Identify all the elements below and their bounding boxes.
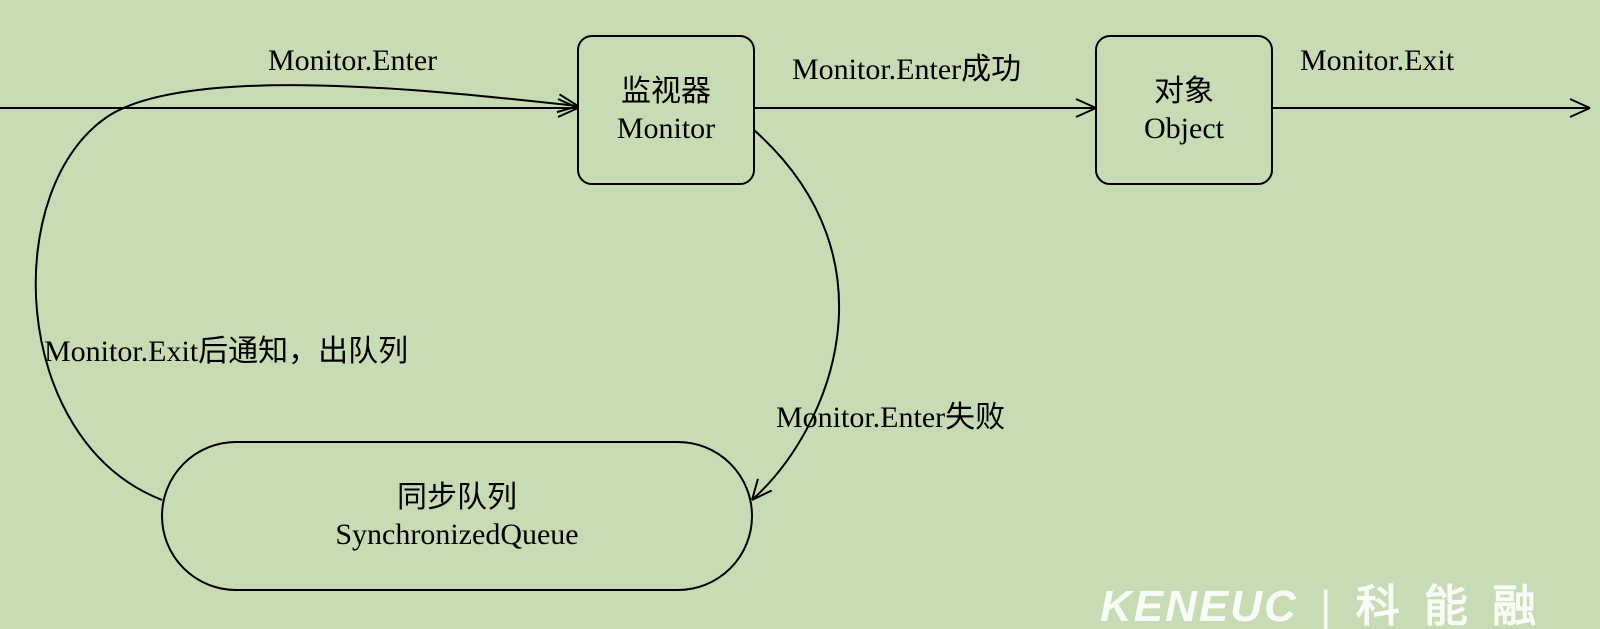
diagram-svg — [0, 0, 1600, 629]
background — [0, 0, 1600, 629]
watermark-en: KENEUC — [1100, 582, 1298, 629]
diagram-canvas: 监视器 Monitor 对象 Object 同步队列 SynchronizedQ… — [0, 0, 1600, 629]
watermark: KENEUC | 科 能 融 合 — [1100, 570, 1600, 629]
watermark-sep: | — [1320, 582, 1333, 629]
